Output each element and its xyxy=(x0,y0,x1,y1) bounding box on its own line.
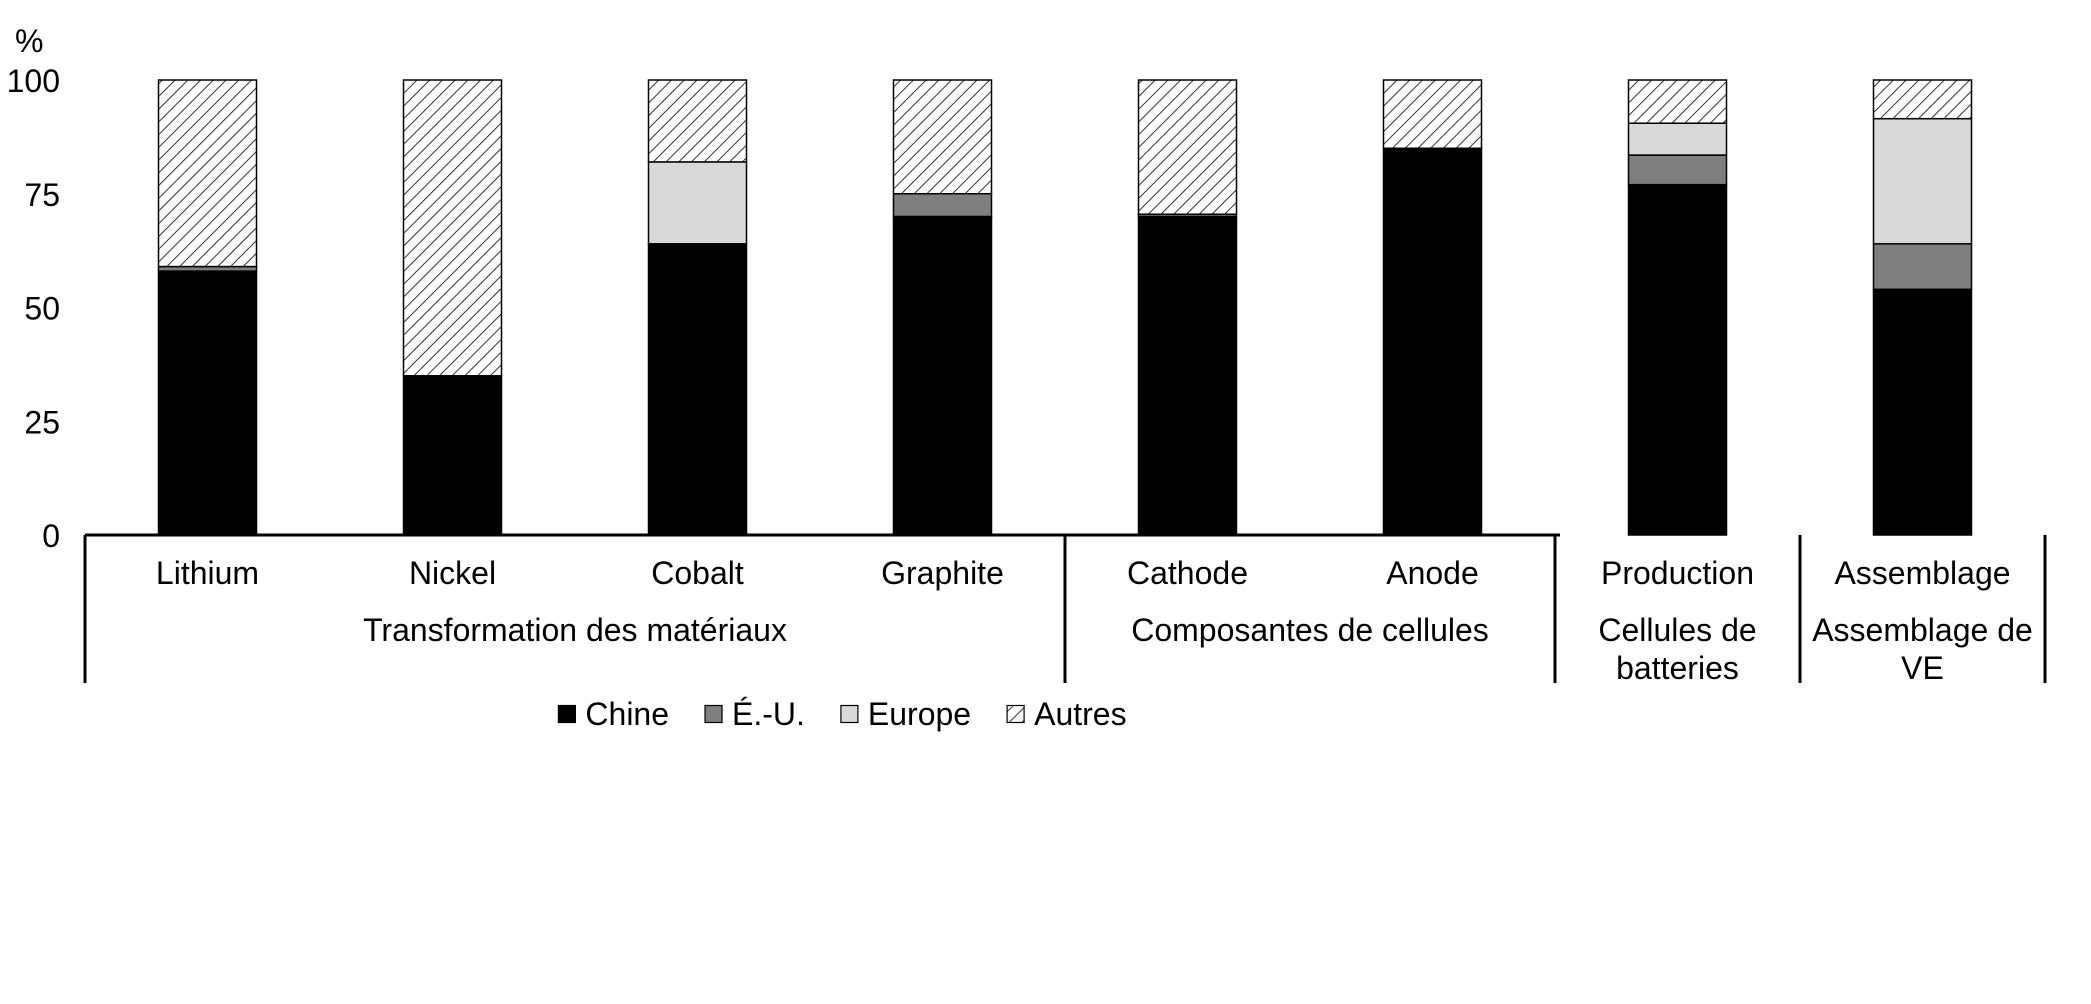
legend-swatch-europe xyxy=(840,704,859,724)
legend-swatch-chine xyxy=(557,704,577,724)
legend-label-chine: Chine xyxy=(585,696,669,732)
legend-label-europe: Europe xyxy=(868,696,971,732)
y-axis-unit-label: % xyxy=(15,23,43,59)
bar-segment-nickel-chine xyxy=(402,375,503,536)
bar-segment-cobalt-chine xyxy=(647,243,748,536)
group-label: Cellules de batteries xyxy=(1598,612,1756,686)
y-tick-label: 100 xyxy=(7,63,60,99)
bar-segment-lithium-autres xyxy=(157,79,258,268)
x-tick-label: Cathode xyxy=(1127,555,1248,591)
bar-segment-graphite-chine xyxy=(892,215,993,536)
group-label: Transformation des matériaux xyxy=(363,612,787,648)
bars xyxy=(157,79,1973,536)
x-tick-label: Nickel xyxy=(409,555,496,591)
group-label: Composantes de cellules xyxy=(1131,612,1489,648)
bar-segment-production-autres xyxy=(1627,79,1728,124)
bar-segment-anode-chine xyxy=(1382,147,1483,536)
legend: Chine É.-U. Europe Autres xyxy=(557,696,1127,732)
bar-segment-production-europe xyxy=(1627,122,1728,156)
x-tick-label: Anode xyxy=(1386,555,1479,591)
y-axis-tick-labels: 0 25 50 75 100 xyxy=(7,63,60,554)
bar-segment-production-e-u xyxy=(1627,154,1728,186)
legend-swatch-e-u xyxy=(704,704,723,724)
bar-segment-anode-autres xyxy=(1382,79,1483,149)
bar-segment-production-chine xyxy=(1627,183,1728,536)
x-tick-label: Assemblage xyxy=(1834,555,2010,591)
x-tick-label: Lithium xyxy=(156,555,259,591)
legend-swatch-autres xyxy=(1006,704,1025,724)
bar-segment-graphite-e-u xyxy=(892,193,993,218)
bar-segment-assemblage-e-u xyxy=(1872,243,1973,291)
bar-segment-assemblage-europe xyxy=(1872,117,1973,245)
bar-segment-cathode-autres xyxy=(1137,79,1238,215)
x-tick-label: Production xyxy=(1601,555,1754,591)
bar-segment-graphite-autres xyxy=(892,79,993,195)
y-tick-label: 0 xyxy=(42,518,60,554)
x-tick-label: Graphite xyxy=(881,555,1004,591)
legend-label-e-u: É.-U. xyxy=(732,696,805,732)
bar-segment-cobalt-autres xyxy=(647,79,748,163)
y-tick-label: 75 xyxy=(24,177,60,213)
x-axis: Lithium Nickel Cobalt Graphite Cathode Anode P… xyxy=(83,533,2047,686)
bar-segment-nickel-autres xyxy=(402,79,503,377)
bar-segment-cathode-chine xyxy=(1137,215,1238,536)
y-tick-label: 25 xyxy=(24,404,60,440)
bar-segment-lithium-chine xyxy=(157,270,258,536)
group-label: Assemblage de VE xyxy=(1812,612,2033,686)
x-tick-label: Cobalt xyxy=(651,555,744,591)
bar-segment-assemblage-autres xyxy=(1872,79,1973,120)
bar-segment-cobalt-europe xyxy=(647,161,748,245)
bar-segment-assemblage-chine xyxy=(1872,288,1973,536)
y-tick-label: 50 xyxy=(24,291,60,327)
legend-label-autres: Autres xyxy=(1034,696,1126,732)
